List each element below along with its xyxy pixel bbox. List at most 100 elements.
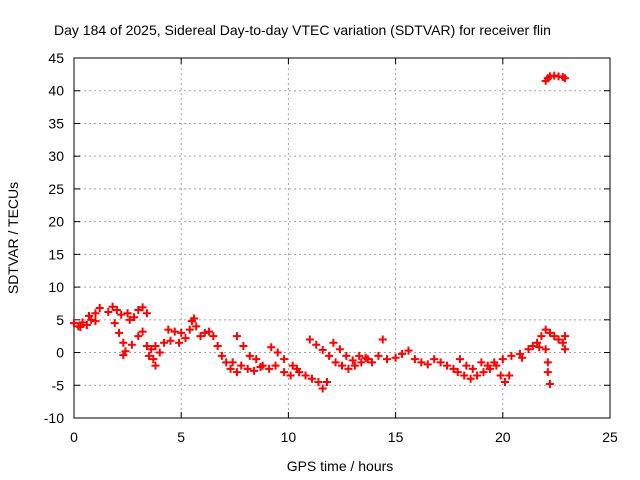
tick-layer <box>73 57 611 419</box>
data-point <box>151 361 160 370</box>
data-point <box>443 361 452 370</box>
data-point <box>342 351 351 360</box>
data-point <box>232 368 241 377</box>
data-point <box>350 361 359 370</box>
data-point <box>145 351 154 360</box>
data-point <box>305 335 314 344</box>
data-point <box>558 338 567 347</box>
data-point <box>417 358 426 367</box>
data-point <box>545 379 554 388</box>
data-point <box>368 358 377 367</box>
data-point <box>273 348 282 357</box>
data-point <box>265 364 274 373</box>
data-point <box>550 332 559 341</box>
data-point <box>496 371 505 380</box>
data-point <box>213 342 222 350</box>
data-point <box>200 328 209 337</box>
data-point <box>112 306 121 314</box>
data-point <box>130 313 139 322</box>
data-point <box>232 332 241 341</box>
data-point <box>398 349 407 358</box>
data-point <box>288 361 297 370</box>
data-point <box>507 351 516 360</box>
data-point <box>142 342 151 350</box>
data-point <box>175 338 184 347</box>
x-axis-label: GPS time / hours <box>287 458 394 474</box>
data-point <box>307 374 316 383</box>
data-point <box>479 368 488 377</box>
data-point <box>142 309 151 318</box>
chart-title: Day 184 of 2025, Sidereal Day-to-day VTE… <box>54 22 551 38</box>
data-point <box>245 351 254 360</box>
data-point <box>181 334 190 343</box>
data-point <box>280 355 289 364</box>
data-point <box>138 303 147 312</box>
data-point <box>155 348 164 357</box>
data-point <box>91 317 100 326</box>
data-point <box>473 371 482 380</box>
data-point <box>217 351 226 360</box>
data-point <box>149 355 158 364</box>
data-point <box>82 321 91 330</box>
data-point <box>70 319 78 328</box>
data-point <box>286 371 295 380</box>
plot-frame <box>73 57 611 419</box>
y-tick-labels: -10 -5 0 5 10 15 20 25 30 35 40 45 <box>44 50 64 426</box>
data-point <box>500 378 509 386</box>
data-point <box>537 332 546 341</box>
data-point <box>322 378 331 386</box>
y-tick-label: 10 <box>48 279 64 295</box>
y-tick-label: 15 <box>48 246 64 262</box>
data-point <box>533 338 542 347</box>
data-point <box>185 325 194 334</box>
data-point <box>462 361 471 370</box>
data-point <box>505 371 514 380</box>
data-point <box>560 332 569 341</box>
data-point <box>271 361 280 370</box>
data-point <box>477 358 486 367</box>
data-point <box>541 325 550 334</box>
data-point <box>498 355 507 364</box>
data-point <box>119 338 128 347</box>
data-point <box>449 364 458 373</box>
data-point <box>318 384 327 393</box>
data-point <box>85 311 94 320</box>
data-point <box>391 353 400 362</box>
data-point <box>295 368 304 377</box>
data-point <box>344 364 353 373</box>
data-point <box>318 345 327 354</box>
data-point <box>383 355 392 364</box>
data-point <box>430 355 439 364</box>
data-point <box>127 340 136 349</box>
x-tick-label: 25 <box>602 429 618 445</box>
data-point <box>329 338 338 347</box>
data-point <box>280 368 289 377</box>
data-point <box>91 309 100 318</box>
data-point <box>423 360 432 369</box>
data-point <box>190 314 199 323</box>
data-point <box>170 327 179 336</box>
data-point <box>312 340 321 349</box>
x-tick-label: 5 <box>177 429 185 445</box>
data-point <box>535 343 544 352</box>
data-point <box>134 332 143 341</box>
y-tick-label: 0 <box>56 345 64 361</box>
data-point <box>325 351 334 360</box>
y-tick-label: 35 <box>48 115 64 131</box>
data-point <box>314 378 323 386</box>
data-point <box>455 355 464 364</box>
data-point <box>335 345 344 354</box>
data-point <box>192 322 201 331</box>
data-point <box>125 315 134 324</box>
y-axis-label: SDTVAR / TECUs <box>5 182 21 294</box>
data-point <box>554 335 563 344</box>
x-tick-label: 20 <box>495 429 511 445</box>
data-point <box>545 328 554 337</box>
data-point <box>76 323 85 332</box>
data-point <box>541 345 550 354</box>
data-point <box>108 302 117 311</box>
data-point <box>226 364 235 373</box>
data-point <box>543 368 552 377</box>
